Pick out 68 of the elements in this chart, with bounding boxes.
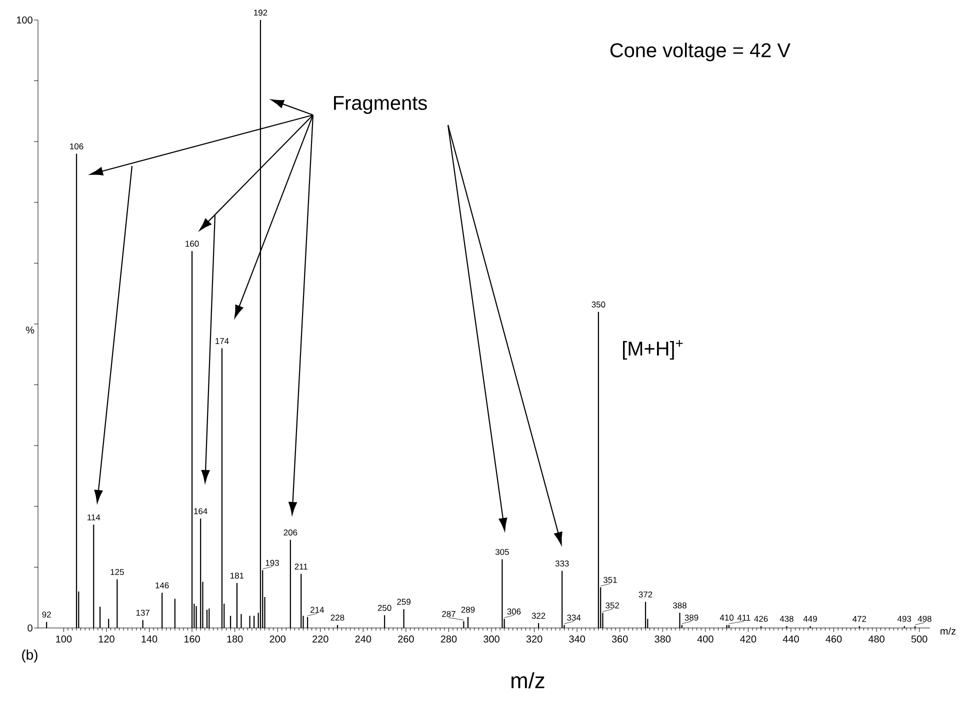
annotation: 333 — [555, 560, 569, 566]
annotation: 259 — [397, 598, 410, 605]
annotation: 206 — [284, 529, 298, 536]
annotation: 306 — [507, 608, 521, 615]
x-tick-label: 200 — [270, 636, 286, 643]
annotation: 410 — [720, 614, 734, 621]
x-tick-label: 240 — [355, 636, 372, 643]
annotation: 287 — [442, 610, 456, 617]
annotation: 498 — [918, 616, 932, 622]
y-axis-title: % — [26, 326, 34, 334]
annotation: 160 — [186, 240, 199, 247]
annotation: 174 — [216, 338, 229, 344]
x-tick-label: 260 — [398, 636, 414, 643]
annotation: 193 — [266, 560, 279, 566]
x-tick-label: 180 — [227, 636, 243, 643]
x-tick-label: 420 — [740, 636, 756, 643]
x-tick-label: 320 — [526, 636, 542, 643]
x-tick-label: 120 — [98, 636, 114, 643]
x-tick-label: 400 — [697, 636, 714, 643]
x-tick-label: 220 — [312, 636, 328, 643]
x-tick-label: 300 — [484, 636, 500, 643]
annotation: 164 — [194, 508, 208, 514]
x-tick-label: 500 — [911, 636, 928, 643]
x-axis-title: m/z — [512, 672, 544, 688]
x-tick-label: 480 — [868, 636, 884, 643]
annotation: Cone voltage = 42 V — [610, 42, 790, 62]
annotation: 334 — [567, 614, 581, 621]
annotation: Fragments — [334, 96, 427, 114]
x-tick-label: 440 — [782, 636, 799, 643]
x-tick-label: 140 — [142, 636, 158, 643]
annotation: 192 — [254, 10, 268, 16]
annotation: 250 — [378, 604, 392, 611]
annotation: 322 — [532, 612, 546, 619]
x-tick-label: 360 — [612, 636, 628, 643]
x-tick-label: 160 — [184, 636, 200, 643]
annotation: 228 — [330, 614, 344, 621]
annotation: 211 — [294, 564, 308, 570]
annotation: 114 — [88, 514, 100, 520]
y-tick-label: 0 — [28, 624, 32, 632]
annotation: 106 — [70, 143, 84, 150]
annotation: 214 — [310, 606, 324, 613]
x-tick-label: 460 — [826, 636, 842, 643]
annotation: 125 — [110, 569, 124, 575]
annotation: [M+H]$^{+}$ — [623, 340, 683, 360]
annotation: 438 — [780, 616, 794, 622]
annotation: 388 — [673, 602, 686, 608]
annotation: 372 — [638, 592, 652, 598]
annotation: 351 — [603, 576, 617, 583]
annotation: 305 — [495, 548, 509, 555]
annotation: 449 — [803, 616, 817, 622]
annotation: 137 — [136, 610, 150, 616]
annotation: 289 — [461, 606, 475, 613]
annotation: 426 — [754, 616, 768, 622]
annotation: 181 — [230, 572, 244, 579]
text: (b) — [22, 649, 38, 662]
annotation: 350 — [592, 301, 606, 308]
annotation: 493 — [897, 616, 912, 622]
x-tick-label: 340 — [569, 636, 585, 643]
annotation: 389 — [684, 614, 698, 621]
x-tick-label: 100 — [56, 636, 72, 643]
x-tick-label: 380 — [654, 636, 671, 643]
annotation: 472 — [852, 616, 866, 622]
annotation: 411 — [737, 614, 750, 621]
annotation: 92 — [42, 612, 51, 618]
x-tick-label: 280 — [440, 636, 457, 643]
text: m/z — [940, 627, 956, 635]
annotation: 352 — [606, 602, 619, 608]
annotation: 146 — [156, 582, 169, 588]
